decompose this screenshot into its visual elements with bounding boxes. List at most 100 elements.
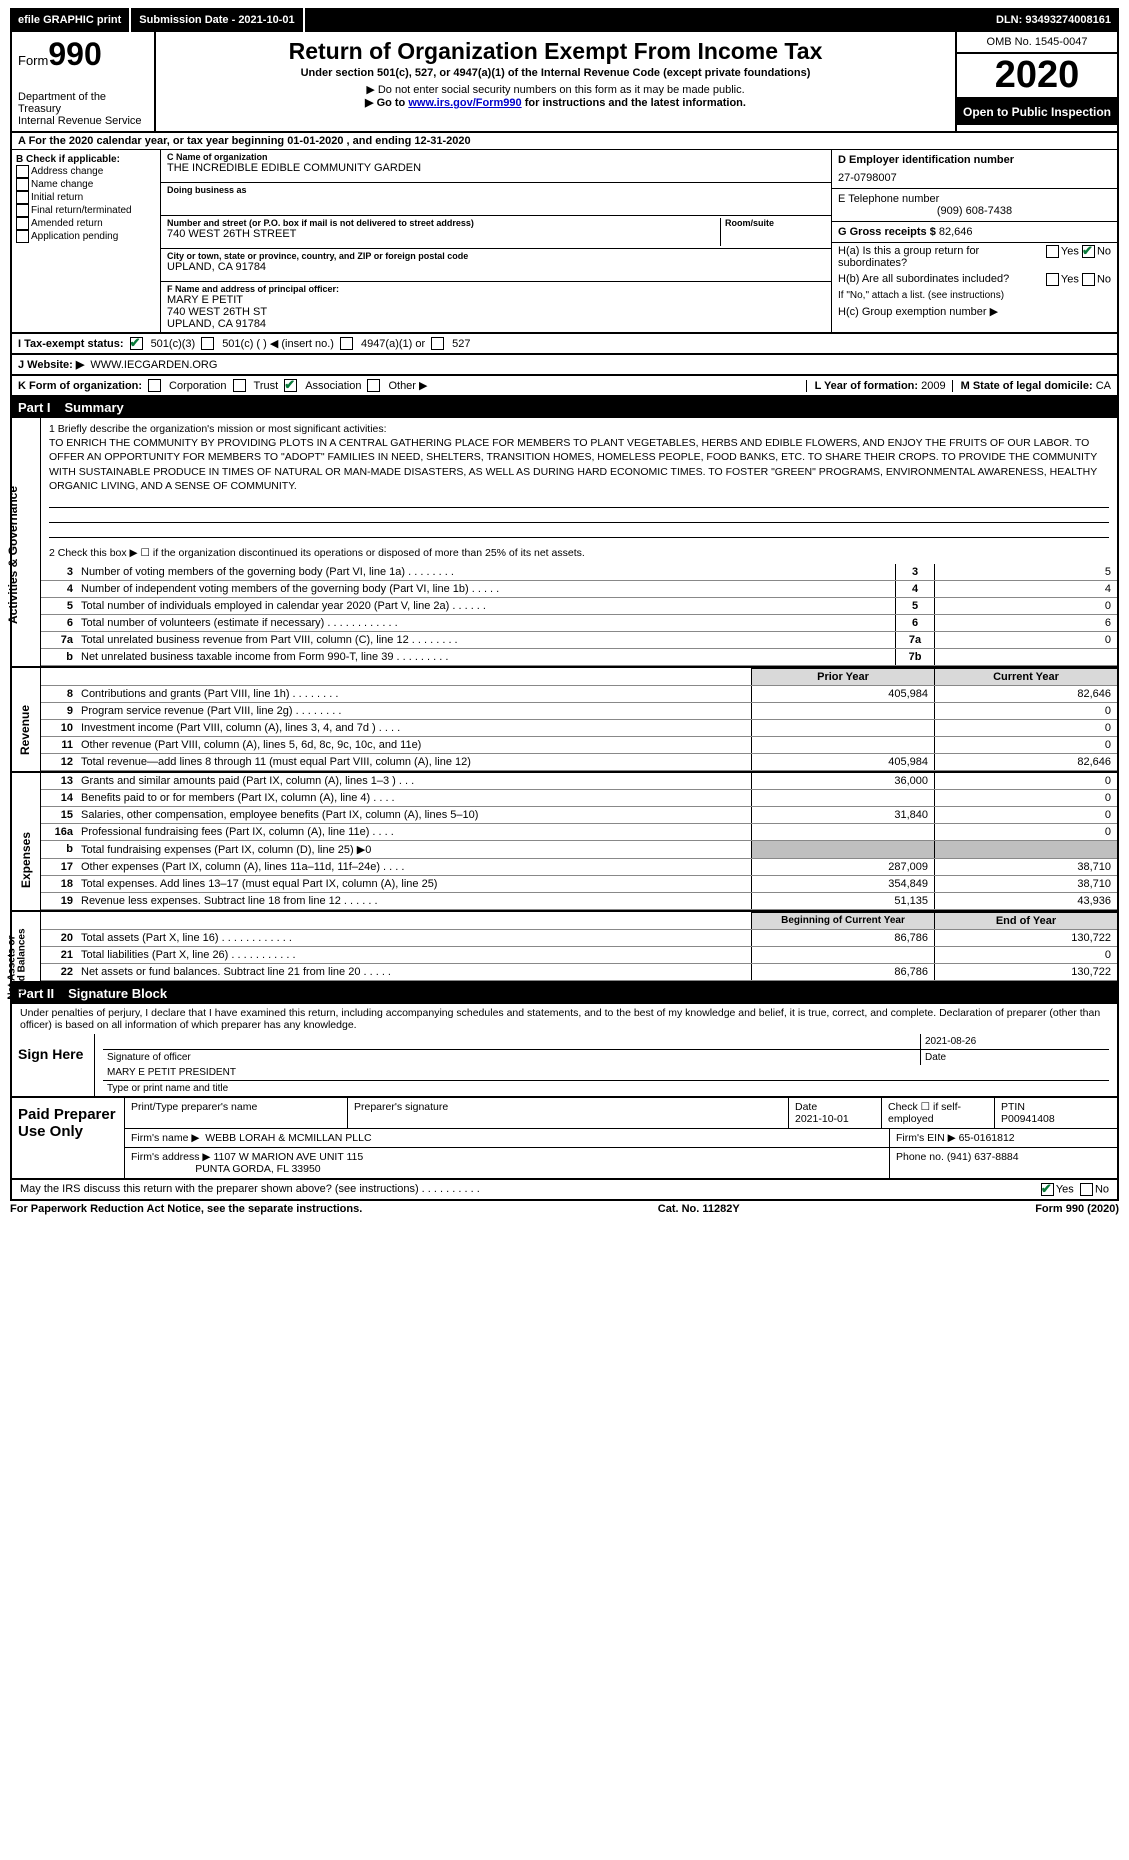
officer-addr1: 740 WEST 26TH ST <box>167 306 825 318</box>
omb-number: OMB No. 1545-0047 <box>957 32 1117 54</box>
form-ref: Form 990 (2020) <box>1035 1203 1119 1215</box>
officer-signature-field[interactable] <box>103 1034 920 1049</box>
preparer-block: Paid Preparer Use Only Print/Type prepar… <box>10 1098 1119 1180</box>
h-c-row: H(c) Group exemption number ▶ <box>832 303 1117 320</box>
cb-501c[interactable] <box>201 337 214 350</box>
vtab-governance: Activities & Governance <box>12 418 41 666</box>
form-subtitle: Under section 501(c), 527, or 4947(a)(1)… <box>160 67 951 79</box>
col-b-checkboxes: B Check if applicable: Address change Na… <box>12 150 161 332</box>
website-label: J Website: ▶ <box>18 358 84 371</box>
data-row: 12Total revenue—add lines 8 through 11 (… <box>41 754 1117 771</box>
org-name-label: C Name of organization <box>167 152 825 162</box>
ssn-warning: ▶ Do not enter social security numbers o… <box>160 83 951 96</box>
officer-addr2: UPLAND, CA 91784 <box>167 318 825 330</box>
part-1-header: Part I Summary <box>10 397 1119 418</box>
vtab-expenses: Expenses <box>12 773 41 910</box>
h-b-note: If "No," attach a list. (see instruction… <box>832 288 1117 303</box>
cb-501c3[interactable] <box>130 337 143 350</box>
form-title: Return of Organization Exempt From Incom… <box>160 38 951 65</box>
korg-label: K Form of organization: <box>18 380 142 392</box>
gov-row: 7aTotal unrelated business revenue from … <box>41 632 1117 649</box>
officer-name: MARY E PETIT <box>167 294 825 306</box>
prep-date: Date2021-10-01 <box>789 1098 882 1128</box>
mission-block: 1 Briefly describe the organization's mi… <box>41 418 1117 542</box>
discuss-row: May the IRS discuss this return with the… <box>10 1180 1119 1201</box>
netassets-header: Beginning of Current Year End of Year <box>41 912 1117 930</box>
line-a: A For the 2020 calendar year, or tax yea… <box>10 133 1119 150</box>
officer-name-printed: MARY E PETIT PRESIDENT <box>103 1065 1109 1080</box>
data-row: 20Total assets (Part X, line 16) . . . .… <box>41 930 1117 947</box>
summary-section: Activities & Governance 1 Briefly descri… <box>10 418 1119 668</box>
ein-value: 27-0798007 <box>838 172 1111 184</box>
cb-initial-return[interactable]: Initial return <box>16 191 156 204</box>
cb-name-change[interactable]: Name change <box>16 178 156 191</box>
irs-link[interactable]: www.irs.gov/Form990 <box>408 97 521 109</box>
officer-label: F Name and address of principal officer: <box>167 284 825 294</box>
form-header: Form990 Department of the Treasury Inter… <box>10 32 1119 133</box>
data-row: bTotal fundraising expenses (Part IX, co… <box>41 841 1117 859</box>
cb-amended[interactable]: Amended return <box>16 217 156 230</box>
netassets-section: Net Assets orFund Balances Beginning of … <box>10 912 1119 983</box>
footer: For Paperwork Reduction Act Notice, see … <box>10 1201 1119 1217</box>
phone-value: (909) 608-7438 <box>838 205 1111 217</box>
instructions-link-row: ▶ Go to www.irs.gov/Form990 for instruct… <box>160 96 951 109</box>
website-value: WWW.IECGARDEN.ORG <box>90 359 217 371</box>
top-bar: efile GRAPHIC print Submission Date - 20… <box>10 8 1119 32</box>
dln: DLN: 93493274008161 <box>988 8 1119 32</box>
data-row: 21Total liabilities (Part X, line 26) . … <box>41 947 1117 964</box>
signature-block: Under penalties of perjury, I declare th… <box>10 1004 1119 1098</box>
sig-date-label: Date <box>920 1050 1109 1065</box>
data-row: 9Program service revenue (Part VIII, lin… <box>41 703 1117 720</box>
dba-label: Doing business as <box>167 185 825 195</box>
perjury-text: Under penalties of perjury, I declare th… <box>12 1004 1117 1034</box>
sig-officer-label: Signature of officer <box>103 1050 920 1065</box>
data-row: 18Total expenses. Add lines 13–17 (must … <box>41 876 1117 893</box>
efile-label: efile GRAPHIC print <box>10 8 131 32</box>
gov-row: 5Total number of individuals employed in… <box>41 598 1117 615</box>
sign-here-label: Sign Here <box>12 1034 95 1096</box>
cb-assoc[interactable] <box>284 379 297 392</box>
gov-row: bNet unrelated business taxable income f… <box>41 649 1117 666</box>
revenue-section: Revenue Prior Year Current Year 8Contrib… <box>10 668 1119 773</box>
cb-other[interactable] <box>367 379 380 392</box>
cb-discuss-yes[interactable] <box>1041 1183 1054 1196</box>
street-address: 740 WEST 26TH STREET <box>167 228 720 240</box>
ptin-cell: PTINP00941408 <box>995 1098 1117 1128</box>
paperwork-notice: For Paperwork Reduction Act Notice, see … <box>10 1203 362 1215</box>
tax-year: 2020 <box>957 54 1117 99</box>
firm-name-row: Firm's name ▶ WEBB LORAH & MCMILLAN PLLC… <box>125 1129 1117 1148</box>
room-label: Room/suite <box>725 218 825 228</box>
phone-label: E Telephone number <box>838 193 1111 205</box>
cb-trust[interactable] <box>233 379 246 392</box>
col-b-header: B Check if applicable: <box>16 154 156 165</box>
city-label: City or town, state or province, country… <box>167 251 825 261</box>
m-state: M State of legal domicile: CA <box>952 380 1111 392</box>
website-row: J Website: ▶ WWW.IECGARDEN.ORG <box>10 355 1119 376</box>
cb-corp[interactable] <box>148 379 161 392</box>
cb-application-pending[interactable]: Application pending <box>16 230 156 243</box>
addr-label: Number and street (or P.O. box if mail i… <box>167 218 720 228</box>
org-name: THE INCREDIBLE EDIBLE COMMUNITY GARDEN <box>167 162 825 174</box>
data-row: 11Other revenue (Part VIII, column (A), … <box>41 737 1117 754</box>
part-2-header: Part II Signature Block <box>10 983 1119 1004</box>
cb-final-return[interactable]: Final return/terminated <box>16 204 156 217</box>
gross-label: G Gross receipts $ <box>838 226 936 238</box>
form-number: Form990 <box>18 36 148 73</box>
h-a-row: H(a) Is this a group return for subordin… <box>832 243 1117 271</box>
preparer-header-row: Print/Type preparer's name Preparer's si… <box>125 1098 1117 1129</box>
expenses-section: Expenses 13Grants and similar amounts pa… <box>10 773 1119 912</box>
name-title-label: Type or print name and title <box>103 1081 1109 1096</box>
data-row: 22Net assets or fund balances. Subtract … <box>41 964 1117 981</box>
data-row: 19Revenue less expenses. Subtract line 1… <box>41 893 1117 910</box>
data-row: 17Other expenses (Part IX, column (A), l… <box>41 859 1117 876</box>
cb-527[interactable] <box>431 337 444 350</box>
cb-discuss-no[interactable] <box>1080 1183 1093 1196</box>
open-to-public: Open to Public Inspection <box>957 99 1117 125</box>
data-row: 10Investment income (Part VIII, column (… <box>41 720 1117 737</box>
cb-4947[interactable] <box>340 337 353 350</box>
data-row: 16aProfessional fundraising fees (Part I… <box>41 824 1117 841</box>
k-org-row: K Form of organization: Corporation Trus… <box>10 376 1119 397</box>
data-row: 14Benefits paid to or for members (Part … <box>41 790 1117 807</box>
col-c-org-info: C Name of organization THE INCREDIBLE ED… <box>161 150 832 332</box>
cb-address-change[interactable]: Address change <box>16 165 156 178</box>
